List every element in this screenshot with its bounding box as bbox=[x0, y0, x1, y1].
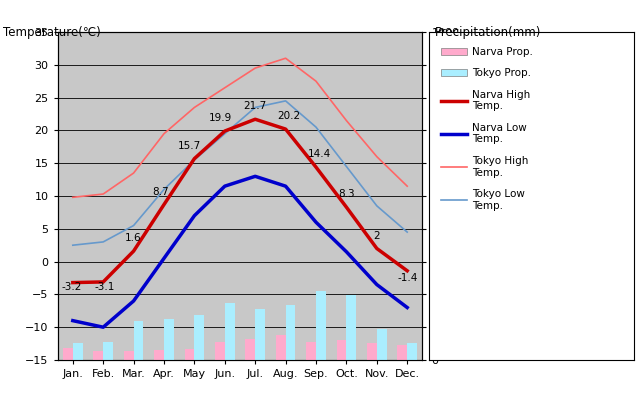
Text: 15.7: 15.7 bbox=[178, 141, 202, 151]
Text: 20.2: 20.2 bbox=[277, 111, 300, 121]
Text: 19.9: 19.9 bbox=[209, 113, 232, 123]
Narva Low
Temp. bbox=[160, 256, 168, 261]
Narva High
Temp. bbox=[69, 280, 77, 285]
Tokyo High
Temp. bbox=[69, 195, 77, 200]
Narva Low
Temp. bbox=[130, 298, 138, 303]
Bar bbox=[164, 319, 173, 360]
Tokyo Low
Temp. bbox=[282, 98, 289, 103]
Narva High
Temp. bbox=[99, 280, 107, 284]
Tokyo Low
Temp. bbox=[191, 158, 198, 162]
Tokyo High
Temp. bbox=[282, 56, 289, 61]
Text: -3.2: -3.2 bbox=[61, 282, 81, 292]
Tokyo Low
Temp. bbox=[99, 240, 107, 244]
Bar bbox=[346, 295, 356, 360]
Bar bbox=[285, 305, 295, 360]
Tokyo Low
Temp. bbox=[160, 187, 168, 192]
Narva Low
Temp. bbox=[342, 249, 350, 254]
Bar bbox=[103, 342, 113, 360]
Text: 14.4: 14.4 bbox=[307, 149, 331, 159]
Tokyo Low
Temp. bbox=[221, 131, 228, 136]
Tokyo High
Temp. bbox=[130, 171, 138, 176]
Bar bbox=[246, 339, 255, 360]
Narva High
Temp. bbox=[312, 165, 320, 170]
Line: Tokyo High
Temp.: Tokyo High Temp. bbox=[73, 58, 407, 197]
Tokyo High
Temp. bbox=[221, 85, 228, 90]
Tokyo High
Temp. bbox=[342, 118, 350, 123]
Narva Low
Temp. bbox=[252, 174, 259, 179]
Narva High
Temp. bbox=[130, 249, 138, 254]
Tokyo Low
Temp. bbox=[69, 243, 77, 248]
Bar bbox=[195, 315, 204, 360]
Text: 8.7: 8.7 bbox=[153, 187, 169, 197]
Bar bbox=[367, 343, 377, 360]
Text: Temperature(℃): Temperature(℃) bbox=[3, 26, 101, 39]
Line: Narva High
Temp.: Narva High Temp. bbox=[73, 119, 407, 282]
Bar bbox=[255, 310, 265, 360]
Narva Low
Temp. bbox=[403, 305, 411, 310]
Narva Low
Temp. bbox=[221, 184, 228, 188]
Text: 1.6: 1.6 bbox=[125, 233, 142, 243]
Narva Low
Temp. bbox=[69, 318, 77, 323]
Text: 21.7: 21.7 bbox=[244, 101, 267, 111]
Narva High
Temp. bbox=[282, 127, 289, 132]
Narva High
Temp. bbox=[191, 156, 198, 161]
Text: -1.4: -1.4 bbox=[397, 272, 417, 282]
Narva Low
Temp. bbox=[99, 325, 107, 330]
Narva High
Temp. bbox=[160, 202, 168, 207]
Bar bbox=[124, 351, 134, 360]
Narva Low
Temp. bbox=[282, 184, 289, 188]
Bar bbox=[215, 342, 225, 360]
Line: Narva Low
Temp.: Narva Low Temp. bbox=[73, 176, 407, 327]
Narva Low
Temp. bbox=[373, 282, 381, 287]
Tokyo High
Temp. bbox=[403, 184, 411, 188]
Legend: Narva Prop., Tokyo Prop., Narva High
Temp., Narva Low
Temp., Tokyo High
Temp., T: Narva Prop., Tokyo Prop., Narva High Tem… bbox=[438, 44, 536, 214]
Line: Tokyo Low
Temp.: Tokyo Low Temp. bbox=[73, 101, 407, 245]
Tokyo Low
Temp. bbox=[130, 223, 138, 228]
Narva High
Temp. bbox=[221, 129, 228, 134]
Text: -3.1: -3.1 bbox=[95, 282, 115, 292]
Bar bbox=[276, 335, 285, 360]
Bar bbox=[397, 345, 407, 360]
Narva High
Temp. bbox=[342, 205, 350, 210]
Bar bbox=[63, 348, 73, 360]
Bar bbox=[337, 340, 346, 360]
Text: Precipitation(mm): Precipitation(mm) bbox=[435, 26, 541, 39]
Tokyo Low
Temp. bbox=[252, 105, 259, 110]
Tokyo High
Temp. bbox=[191, 105, 198, 110]
Bar bbox=[134, 321, 143, 360]
Bar bbox=[377, 330, 387, 360]
Tokyo High
Temp. bbox=[160, 131, 168, 136]
Tokyo Low
Temp. bbox=[342, 164, 350, 169]
Text: 8.3: 8.3 bbox=[338, 189, 355, 199]
Bar bbox=[154, 350, 164, 360]
Tokyo Low
Temp. bbox=[373, 204, 381, 208]
Bar bbox=[185, 348, 195, 360]
Bar bbox=[316, 291, 326, 360]
Bar bbox=[73, 343, 83, 360]
Tokyo High
Temp. bbox=[312, 79, 320, 84]
Tokyo High
Temp. bbox=[99, 192, 107, 196]
Narva Low
Temp. bbox=[191, 213, 198, 218]
Bar bbox=[407, 343, 417, 360]
Tokyo Low
Temp. bbox=[403, 230, 411, 234]
Narva High
Temp. bbox=[373, 246, 381, 251]
Narva High
Temp. bbox=[252, 117, 259, 122]
Bar bbox=[307, 342, 316, 360]
Tokyo High
Temp. bbox=[373, 154, 381, 159]
Text: 2: 2 bbox=[374, 231, 380, 241]
Narva Low
Temp. bbox=[312, 220, 320, 225]
Tokyo High
Temp. bbox=[252, 66, 259, 70]
Narva High
Temp. bbox=[403, 268, 411, 273]
Bar bbox=[225, 302, 234, 360]
Bar bbox=[93, 351, 103, 360]
Tokyo Low
Temp. bbox=[312, 125, 320, 130]
